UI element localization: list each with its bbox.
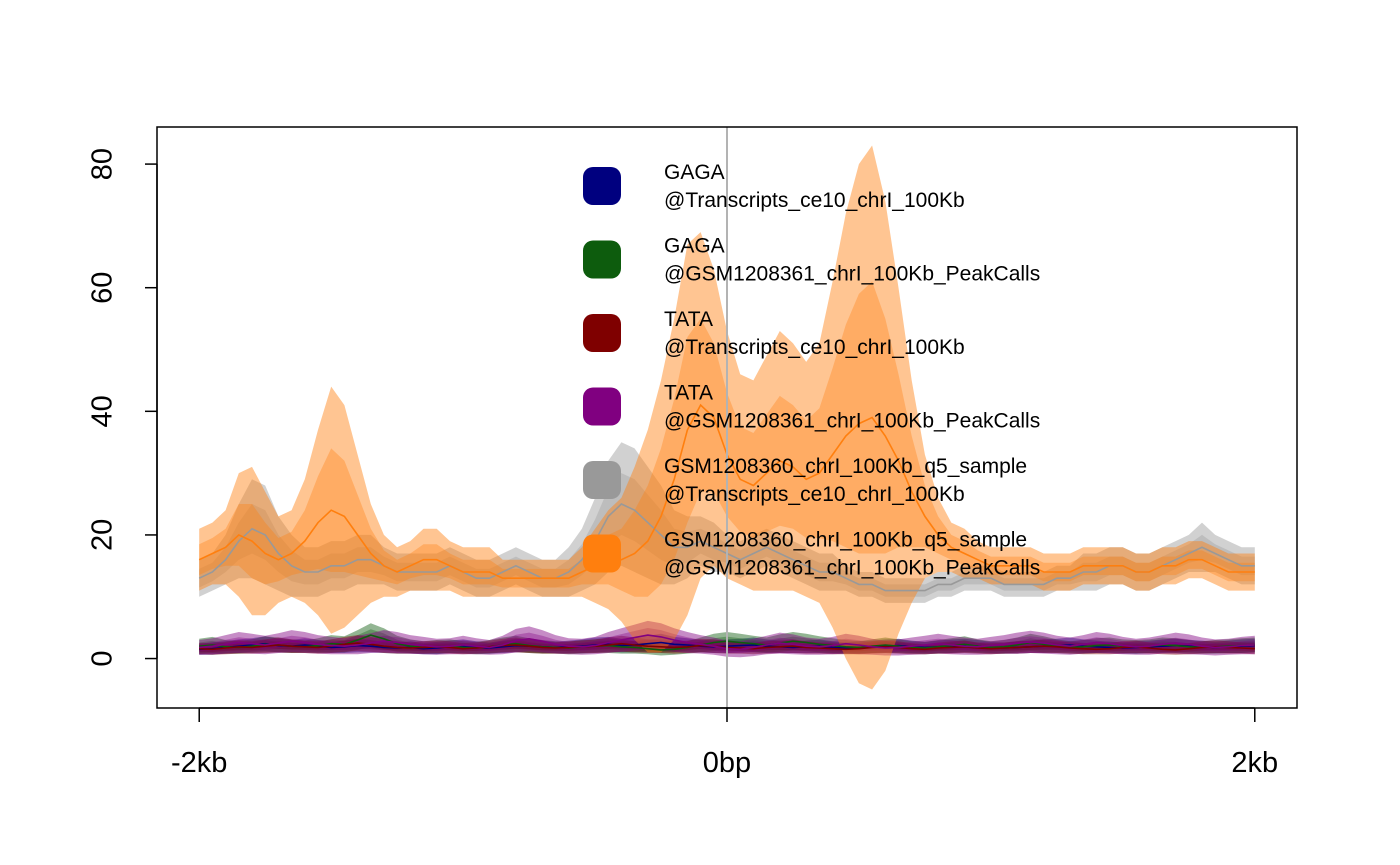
legend-label: @Transcripts_ce10_chrI_100Kb — [664, 336, 965, 359]
x-tick-label: 2kb — [1231, 747, 1278, 779]
legend-swatch — [583, 534, 621, 573]
legend-swatch — [583, 240, 621, 279]
legend-label: GSM1208360_chrI_100Kb_q5_sample — [664, 455, 1027, 478]
y-tick-label: 20 — [87, 519, 119, 551]
legend-label: @GSM1208361_chrI_100Kb_PeakCalls — [664, 263, 1040, 286]
series-5-outer-band — [199, 442, 1255, 603]
x-axis: -2kb 0bp 2kb — [171, 707, 1278, 779]
legend-label: GAGA — [664, 161, 725, 184]
legend-label: TATA — [664, 382, 713, 405]
y-tick-label: 60 — [87, 272, 119, 304]
legend: GAGA @Transcripts_ce10_chrI_100Kb GAGA @GSM… — [583, 161, 1040, 580]
x-tick-label: -2kb — [171, 747, 227, 779]
legend-label: GAGA — [664, 235, 725, 258]
y-tick-label: 80 — [87, 148, 119, 180]
legend-label: @GSM1208361_chrI_100Kb_PeakCalls — [664, 557, 1040, 580]
legend-label: @GSM1208361_chrI_100Kb_PeakCalls — [664, 410, 1040, 433]
legend-label: @Transcripts_ce10_chrI_100Kb — [664, 483, 965, 506]
y-axis: 0 20 40 60 80 — [87, 148, 158, 667]
legend-swatch — [583, 314, 621, 352]
series-5-inner-band — [199, 473, 1255, 597]
y-tick-label: 40 — [87, 395, 119, 427]
legend-label: GSM1208360_chrI_100Kb_q5_sample — [664, 529, 1027, 552]
legend-swatch — [583, 387, 621, 426]
legend-swatch — [583, 167, 621, 205]
legend-label: @Transcripts_ce10_chrI_100Kb — [664, 189, 965, 212]
y-tick-label: 0 — [87, 650, 119, 666]
x-tick-label: 0bp — [703, 747, 751, 779]
legend-swatch — [583, 461, 621, 499]
legend-label: TATA — [664, 308, 713, 331]
